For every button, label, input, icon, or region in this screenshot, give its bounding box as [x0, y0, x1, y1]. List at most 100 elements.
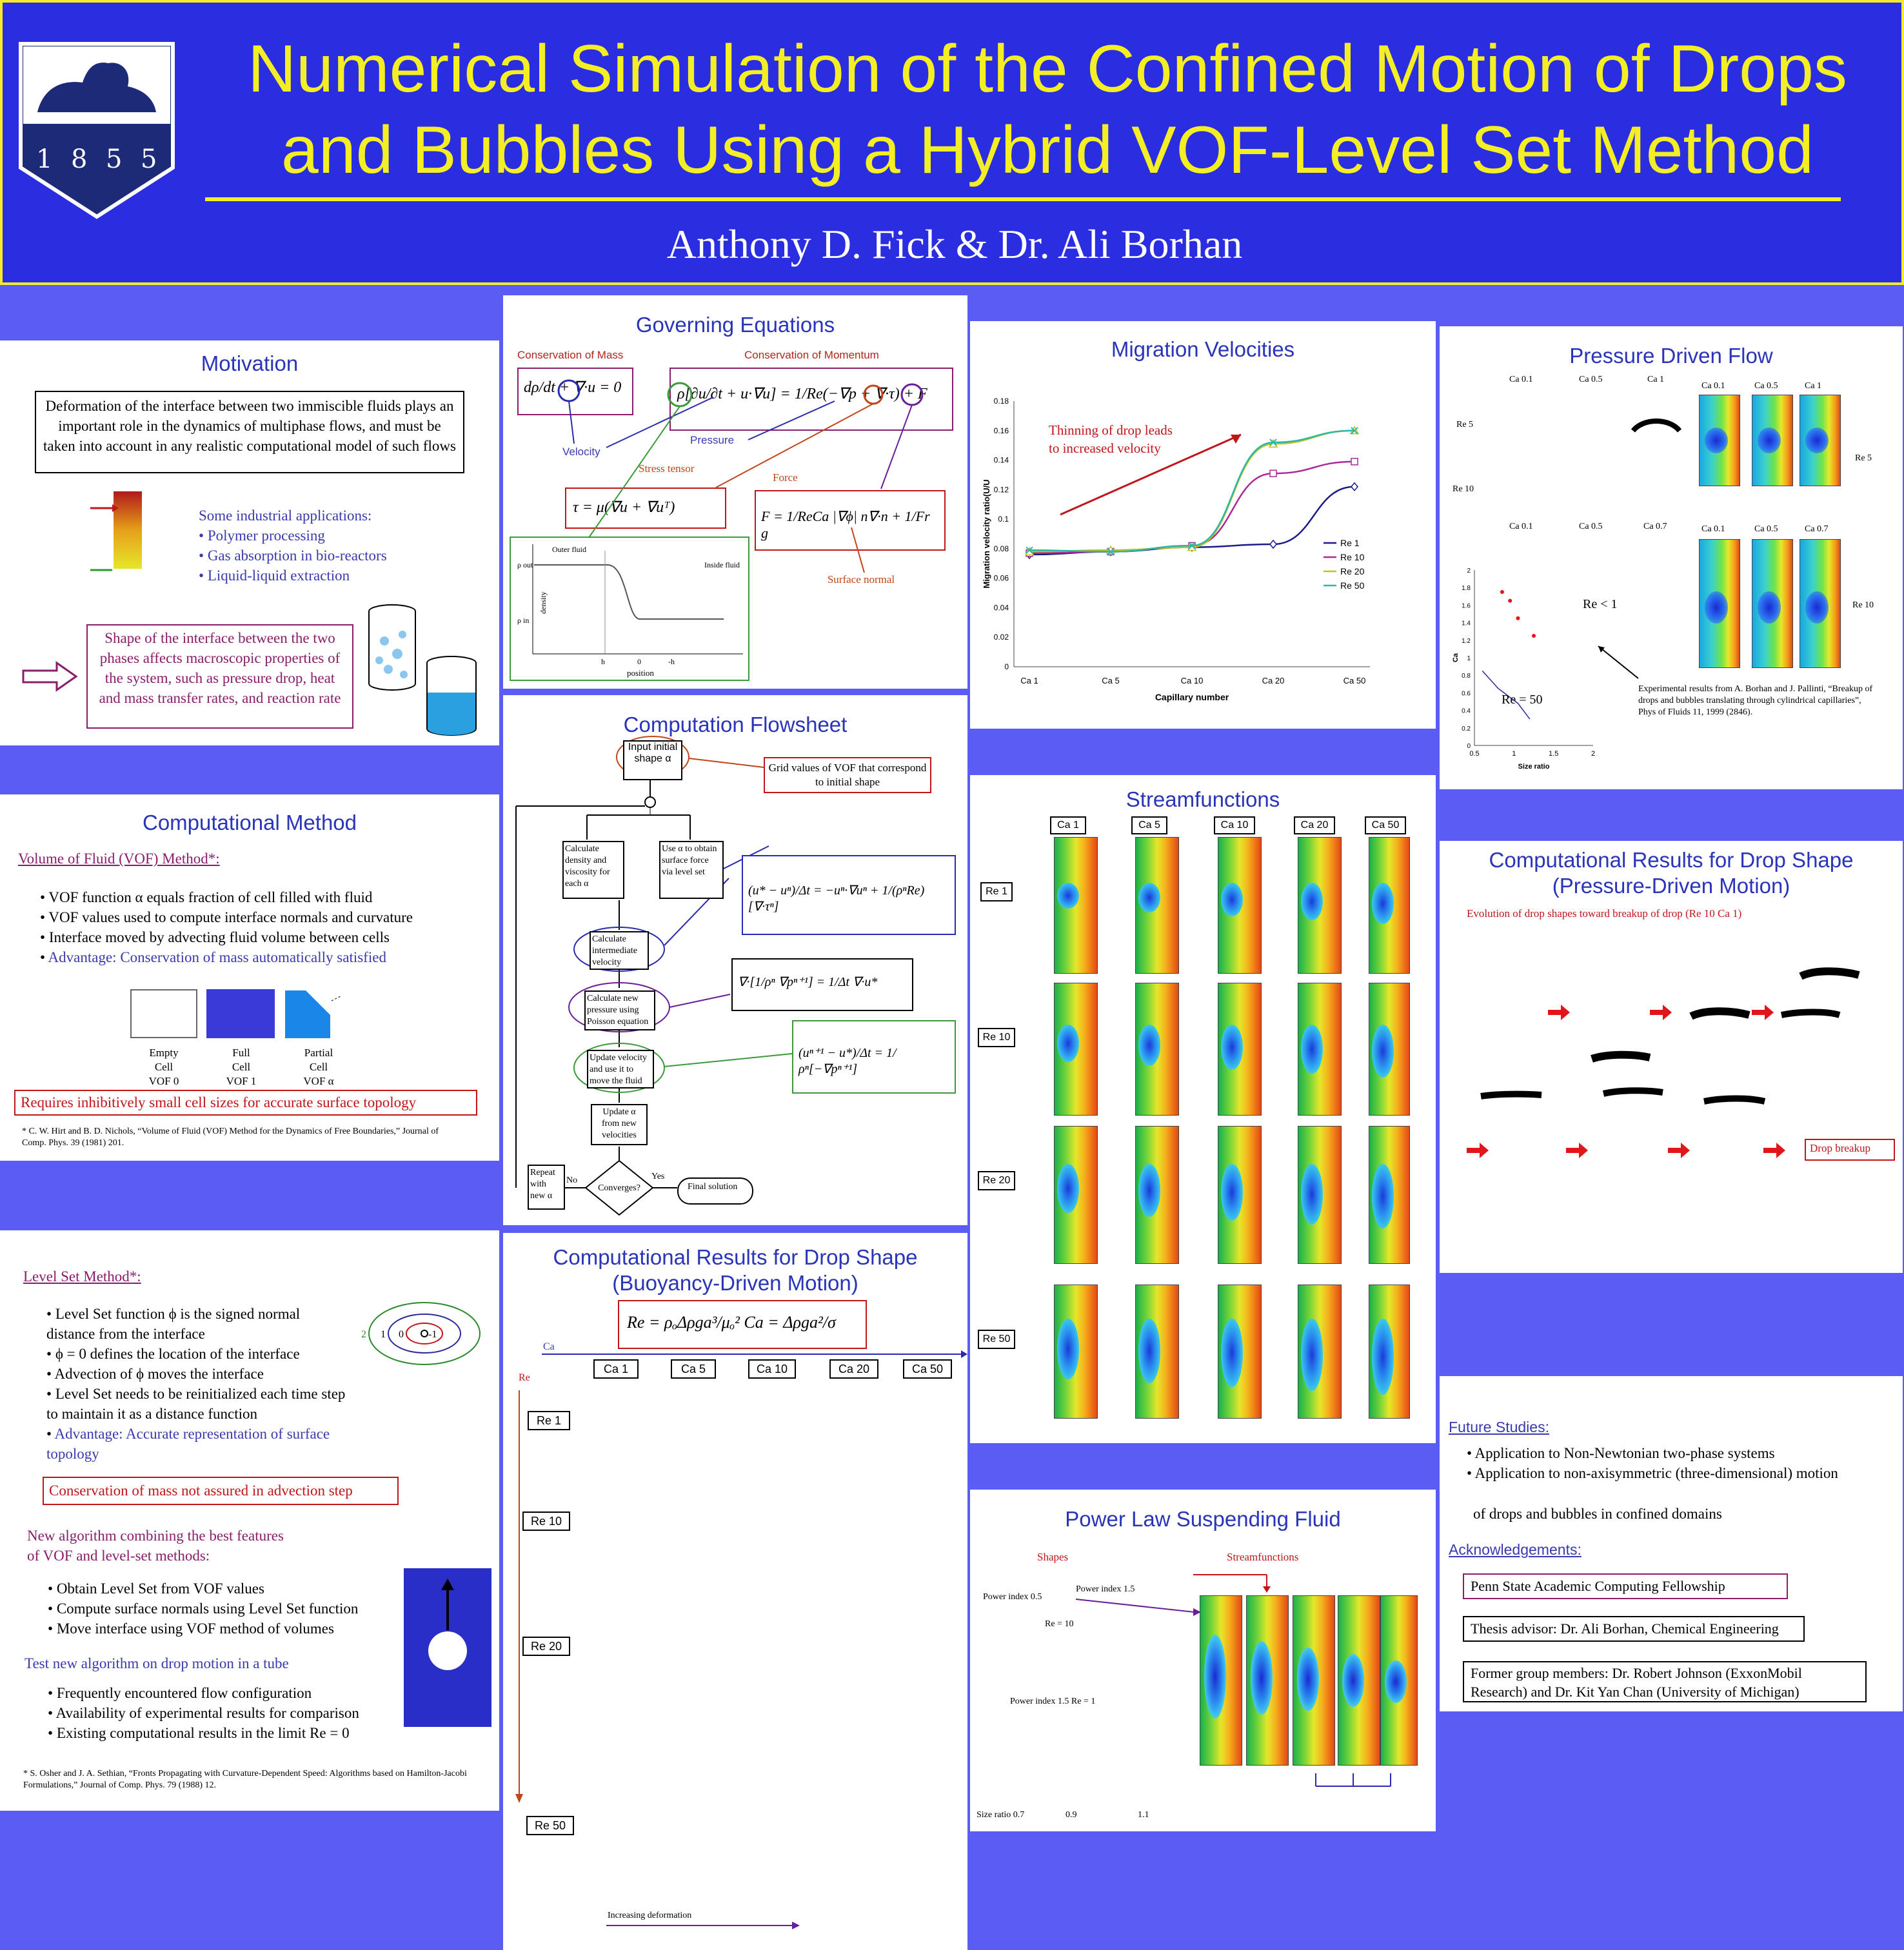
flow-intermediate: Calculate intermediate velocity — [590, 931, 649, 970]
vortex-core — [1372, 1164, 1394, 1228]
cell-label-full: Full Cell VOF 1 — [226, 1047, 257, 1087]
vortex-core — [1221, 883, 1243, 916]
trend-arrow-head — [1231, 435, 1241, 444]
ls-bullets: Level Set function ϕ is the signed norma… — [46, 1304, 350, 1464]
flow-yes: Yes — [651, 1172, 665, 1181]
migration-panel: Migration Velocities 0 0.02 0.04 0.06 0.08 0.… — [970, 321, 1436, 729]
pressure-contour — [1699, 539, 1740, 668]
size-ratio-label: Size ratio 0.7 — [977, 1810, 1025, 1820]
level-set-contours-diagram: 2 1 0 -1 — [361, 1302, 481, 1365]
vortex-core — [1301, 1025, 1323, 1074]
data-point — [1269, 539, 1277, 549]
pd-ca-label: Ca 0.5 — [1754, 381, 1778, 391]
data-point — [1351, 458, 1358, 466]
powerlaw-contour — [1338, 1595, 1380, 1766]
pd-ca-label: Ca 0.1 — [1701, 381, 1725, 391]
y-axis-label: Ca — [1452, 653, 1460, 662]
streamfunction-contour — [1054, 1126, 1098, 1264]
increasing-deformation-label: Increasing deformation — [608, 1911, 692, 1920]
vof-drawback-box: Requires inhibitively small cell sizes f… — [14, 1090, 477, 1116]
drop-core — [1805, 428, 1829, 453]
sf-ca-label: Ca 20 — [1294, 816, 1335, 834]
pressure-panel: Pressure Driven Flow Ca 0.1 Ca 0.5 Ca 1 … — [1440, 326, 1903, 789]
pd-re10-right: Re 10 — [1852, 600, 1874, 610]
flow-update: Update velocity and use it to move the f… — [587, 1050, 654, 1088]
series-line-re-20 — [1029, 429, 1355, 553]
streamfunction-contour — [1135, 1285, 1179, 1419]
flow-no: No — [566, 1176, 578, 1185]
x-axis-label: Capillary number — [1155, 692, 1229, 702]
streamfunction-contour — [1218, 1126, 1262, 1264]
x-tick-label: 2 — [1591, 750, 1595, 758]
flow-repeat: Repeat with new α — [528, 1165, 565, 1210]
poster-title-line1: Numerical Simulation of the Confined Mot… — [248, 32, 1847, 106]
ack-heading: Acknowledgements: — [1449, 1541, 1582, 1558]
drop-core — [1705, 428, 1728, 453]
re-axis-arrow — [515, 1390, 523, 1803]
ls-bullet: Level Set function ϕ is the signed norma… — [46, 1304, 350, 1344]
apps-list: Polymer processing Gas absorption in bio… — [199, 526, 387, 586]
vortex-core — [1301, 1319, 1323, 1391]
data-point — [1269, 469, 1277, 477]
pd-ca-label: Ca 0.5 — [1754, 524, 1778, 534]
contour-label: 1 — [381, 1329, 386, 1340]
vortex-core — [1251, 1641, 1273, 1715]
motivation-panel: Motivation Deformation of the interface … — [0, 340, 499, 745]
note-pointer — [1598, 645, 1639, 679]
size-ratio-11: 1.1 — [1138, 1810, 1149, 1820]
pd-ca-label: Ca 1 — [1805, 381, 1822, 391]
flow-grid-note: Grid values of VOF that correspond to in… — [764, 757, 931, 793]
momentum-label: Conservation of Momentum — [744, 349, 879, 361]
data-point — [1351, 482, 1358, 491]
vortex-core — [1297, 1648, 1319, 1711]
x-tick-label: Ca 1 — [1020, 676, 1038, 685]
drop-shape-panel: Computational Results for Drop Shape (Pre… — [1440, 841, 1903, 1273]
streamfunction-contour — [1135, 837, 1179, 974]
contour-label: 0 — [399, 1329, 404, 1340]
note-pointer-head — [1598, 646, 1605, 653]
vortex-core — [1138, 883, 1160, 912]
method-title: Computational Method — [142, 811, 357, 834]
x-tick-label: Ca 20 — [1262, 676, 1285, 685]
ls-bullet: ϕ = 0 defines the location of the interf… — [46, 1344, 350, 1364]
pi05-label: Power index 0.5 — [983, 1592, 1042, 1602]
y-axis-label: Migration velocity ratio(U/U — [982, 479, 991, 588]
plot-inside-label: Inside fluid — [704, 560, 740, 569]
ack-advisor: Thesis advisor: Dr. Ali Borhan, Chemical… — [1463, 1616, 1805, 1642]
vortex-core — [1301, 883, 1323, 920]
method-panel: Computational Method Volume of Fluid (VO… — [0, 794, 499, 1161]
vortex-core — [1057, 1025, 1079, 1062]
new-algorithm-bullets: Obtain Level Set from VOF values Compute… — [48, 1579, 359, 1639]
logo-year-3: 5 — [106, 144, 122, 174]
velocity-label: Velocity — [562, 446, 600, 458]
sf-re-label: Re 20 — [978, 1171, 1015, 1190]
pd-ca-label: Ca 0.1 — [1701, 524, 1725, 534]
buoy-re-label: Re 10 — [522, 1512, 570, 1531]
poster-title: Numerical Simulation of the Confined Mot… — [209, 28, 1886, 191]
annotation-line2: to increased velocity — [1049, 440, 1161, 456]
level-set-panel: Level Set Method*: Level Set function ϕ … — [0, 1230, 499, 1811]
buoyancy-title: Computational Results for Drop Shape (Buo… — [553, 1245, 918, 1295]
x-tick-label: 1.5 — [1549, 750, 1558, 758]
x-axis-label: Size ratio — [1518, 763, 1550, 771]
ls-bullet: Level Set needs to be reinitialized each… — [46, 1384, 350, 1424]
flow-converges: Converges? — [598, 1183, 640, 1193]
vortex-core — [1221, 1164, 1243, 1221]
bubble-beakers-icon — [368, 604, 477, 736]
pd-ca-label: Ca 0.5 — [1579, 375, 1603, 384]
powerlaw-arrows — [1075, 1574, 1391, 1787]
data-point — [1269, 438, 1277, 446]
vortex-core — [1138, 1319, 1160, 1383]
re10-label: Re = 10 — [1045, 1619, 1074, 1629]
plot-outer-label: Outer fluid — [552, 545, 586, 554]
drop-core — [1805, 591, 1829, 624]
pressure-contour — [1800, 539, 1841, 668]
ack-group-members: Former group members: Dr. Robert Johnson… — [1463, 1661, 1867, 1702]
streamfunction-contour — [1054, 1285, 1098, 1419]
vof-advantage: Advantage: Conservation of mass automati… — [40, 947, 413, 967]
y-tick-label: 0.06 — [994, 574, 1009, 583]
contour-label: -1 — [428, 1329, 437, 1340]
new-bullet: Compute surface normals using Level Set … — [48, 1599, 359, 1619]
vof-drawback-text: Requires inhibitively small cell sizes f… — [21, 1094, 417, 1110]
vof-bullets: VOF function α equals fraction of cell f… — [40, 887, 413, 967]
